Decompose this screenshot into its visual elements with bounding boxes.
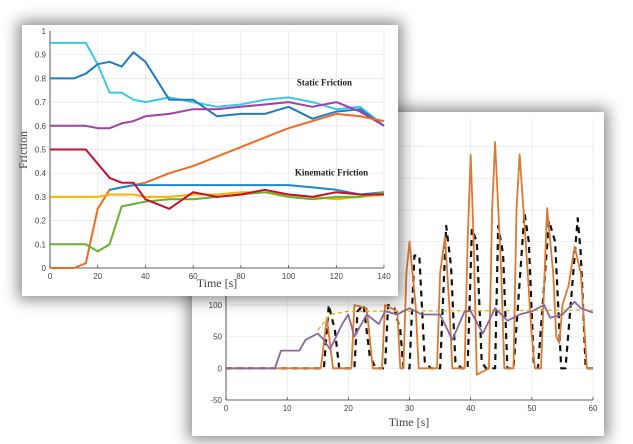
x-tick-label: 140 bbox=[377, 272, 391, 281]
x-tick-label: 80 bbox=[236, 272, 245, 281]
x-tick-label: 60 bbox=[189, 272, 198, 281]
series-line-dark-blue bbox=[50, 51, 385, 127]
y-tick-label: -50 bbox=[210, 396, 222, 405]
x-tick-label: 30 bbox=[405, 404, 414, 413]
x-tick-label: 40 bbox=[141, 272, 150, 281]
x-tick-label: 40 bbox=[466, 404, 475, 413]
y-axis-label: Friction bbox=[16, 131, 30, 169]
y-tick-label: 0.5 bbox=[35, 146, 47, 155]
x-tick-label: 60 bbox=[589, 404, 598, 413]
series-line-purple-solid bbox=[226, 300, 594, 370]
x-tick-label: 100 bbox=[282, 272, 296, 281]
y-tick-label: 100 bbox=[209, 301, 223, 310]
series-line-black-dashed bbox=[226, 212, 593, 370]
x-tick-label: 20 bbox=[344, 404, 353, 413]
y-tick-label: 0.6 bbox=[35, 122, 47, 131]
front-chart-panel: 0 20 40 60 80 100 120 140 0 0.1 0.2 0.3 0.4 0.5 0.6 0.7… bbox=[16, 25, 398, 296]
y-tick-label: 0.4 bbox=[35, 169, 47, 178]
y-tick-label: 0 bbox=[218, 364, 223, 373]
series-line-yellow bbox=[50, 191, 385, 201]
y-tick-label: 0 bbox=[42, 264, 47, 273]
x-tick-label: 0 bbox=[224, 404, 229, 413]
y-tick-label: 0.3 bbox=[35, 193, 47, 202]
friction-chart: 0 20 40 60 80 100 120 140 0 0.1 0.2 0.3 0.4 0.5 0.6 0.7… bbox=[16, 27, 391, 290]
series-line-orange bbox=[50, 112, 385, 269]
x-tick-label: 120 bbox=[330, 272, 344, 281]
y-tick-label: 1 bbox=[42, 27, 47, 36]
series-line-green bbox=[50, 191, 385, 253]
x-axis-label: Time [s] bbox=[389, 415, 430, 429]
series-line-red bbox=[50, 148, 384, 210]
annotation-label: Static Friction bbox=[297, 78, 352, 88]
x-axis-label: Time [s] bbox=[197, 276, 238, 290]
y-tick-label: 0.9 bbox=[35, 51, 47, 60]
series-line-purple bbox=[50, 101, 385, 130]
y-tick-label: 50 bbox=[213, 333, 222, 342]
y-tick-label: 0.2 bbox=[35, 217, 47, 226]
series-line-orange-solid bbox=[226, 141, 593, 376]
series-line-yellow-dashed bbox=[317, 309, 594, 331]
x-tick-label: 50 bbox=[527, 404, 536, 413]
y-tick-label: 0.8 bbox=[35, 74, 47, 83]
x-tick-label: 20 bbox=[93, 272, 102, 281]
annotation-label: Kinematic Friction bbox=[295, 168, 368, 178]
x-tick-label: 10 bbox=[283, 404, 292, 413]
x-tick-label: 0 bbox=[48, 272, 53, 281]
y-tick-label: 0.7 bbox=[35, 98, 47, 107]
y-tick-label: 0.1 bbox=[35, 240, 47, 249]
